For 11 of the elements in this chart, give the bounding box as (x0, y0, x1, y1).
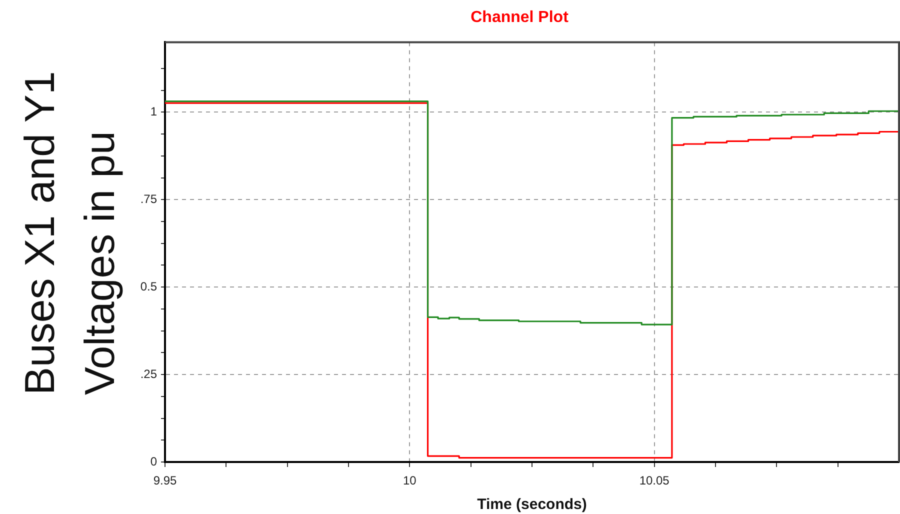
x-tick-label: 10.05 (639, 474, 670, 488)
y-tick-label: 1 (150, 104, 158, 118)
x-tick-label: 10 (402, 474, 417, 488)
y-axis-title: Buses X1 and Y1 Voltages in pu (15, 70, 124, 395)
y-tick-label: 0 (150, 454, 158, 468)
y-tick-label: .25 (140, 366, 158, 381)
y-tick-label: .75 (140, 192, 158, 206)
chart-title: Channel Plot (470, 9, 570, 26)
x-tick-label: 9.95 (153, 474, 177, 488)
x-axis-title: Time (seconds) (477, 496, 587, 514)
y-tick-label: 0.5 (140, 279, 158, 294)
